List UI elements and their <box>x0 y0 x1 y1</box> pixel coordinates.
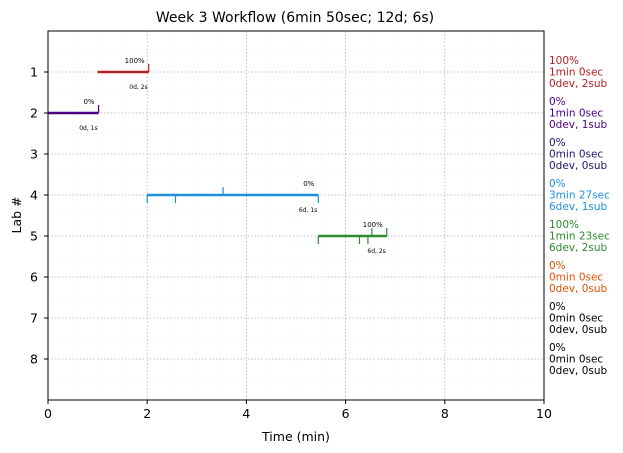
lab-summary-line: 0% <box>549 342 566 354</box>
lab-summary-line: 6dev, 2sub <box>549 242 608 254</box>
lab-summary-line: 0% <box>549 137 566 149</box>
bar-percent-label: 0% <box>83 98 94 106</box>
lab-summary-line: 0% <box>549 178 566 190</box>
y-tick-label: 7 <box>30 311 38 326</box>
chart-title: Week 3 Workflow (6min 50sec; 12d; 6s) <box>156 10 434 26</box>
lab-summary-line: 0dev, 0sub <box>549 283 608 295</box>
y-tick-label: 4 <box>30 188 38 203</box>
bar-percent-label: 100% <box>125 57 145 65</box>
lab-summary-line: 1min 0sec <box>549 67 603 79</box>
bar-percent-label: 0% <box>303 180 314 188</box>
lab-summary-line: 1min 23sec <box>549 231 610 243</box>
bar-count-label: 0d, 1s <box>79 125 97 132</box>
lab-summary-line: 0dev, 2sub <box>549 78 608 90</box>
lab-summary-line: 0% <box>549 301 566 313</box>
bar-count-label: 6d, 1s <box>299 207 317 214</box>
x-tick-label: 8 <box>441 406 449 421</box>
y-tick-label: 1 <box>30 65 38 80</box>
y-tick-label: 6 <box>30 270 38 285</box>
lab-summary-line: 100% <box>549 219 579 231</box>
bar-count-label: 6d, 2s <box>367 248 385 255</box>
lab-summary-line: 0min 0sec <box>549 149 603 161</box>
lab-summary-line: 3min 27sec <box>549 190 610 202</box>
y-axis-label: Lab # <box>9 196 24 233</box>
x-tick-label: 4 <box>242 406 250 421</box>
x-ticks: 0 2 4 6 8 10 <box>44 400 552 421</box>
y-tick-label: 3 <box>30 147 38 162</box>
x-tick-label: 0 <box>44 406 52 421</box>
lab-summary-line: 100% <box>549 55 579 67</box>
x-tick-label: 6 <box>342 406 350 421</box>
lab-summary-line: 0min 0sec <box>549 313 603 325</box>
bar-count-label: 0d, 2s <box>129 84 147 91</box>
y-tick-label: 2 <box>30 106 38 121</box>
x-tick-label: 10 <box>536 406 552 421</box>
y-ticks: 1 2 3 4 5 6 7 8 <box>30 65 48 367</box>
plot-frame <box>47 30 545 401</box>
lab-summary-line: 0dev, 0sub <box>549 160 608 172</box>
lab-summary-line: 0dev, 1sub <box>549 119 608 131</box>
plot-border <box>47 30 545 401</box>
grid <box>47 31 545 400</box>
lab-summary-line: 6dev, 1sub <box>549 201 608 213</box>
x-tick-label: 2 <box>143 406 151 421</box>
lab-summary-line: 0dev, 0sub <box>549 324 608 336</box>
y-tick-label: 8 <box>30 352 38 367</box>
lab-summary-line: 1min 0sec <box>549 108 603 120</box>
lab-summary-line: 0% <box>549 96 566 108</box>
lab-summary-line: 0min 0sec <box>549 272 603 284</box>
bar-percent-label: 100% <box>363 221 383 229</box>
x-axis-label: Time (min) <box>261 429 330 444</box>
lab-summary-line: 0dev, 0sub <box>549 365 608 377</box>
y-tick-label: 5 <box>30 229 38 244</box>
lab-bars: 100% 0d, 2s 0% 0d, 1s 0% 6d, 1s 100% 6d, 2s <box>48 57 388 255</box>
lab-summary-line: 0min 0sec <box>549 354 603 366</box>
lab-summary-line: 0% <box>549 260 566 272</box>
